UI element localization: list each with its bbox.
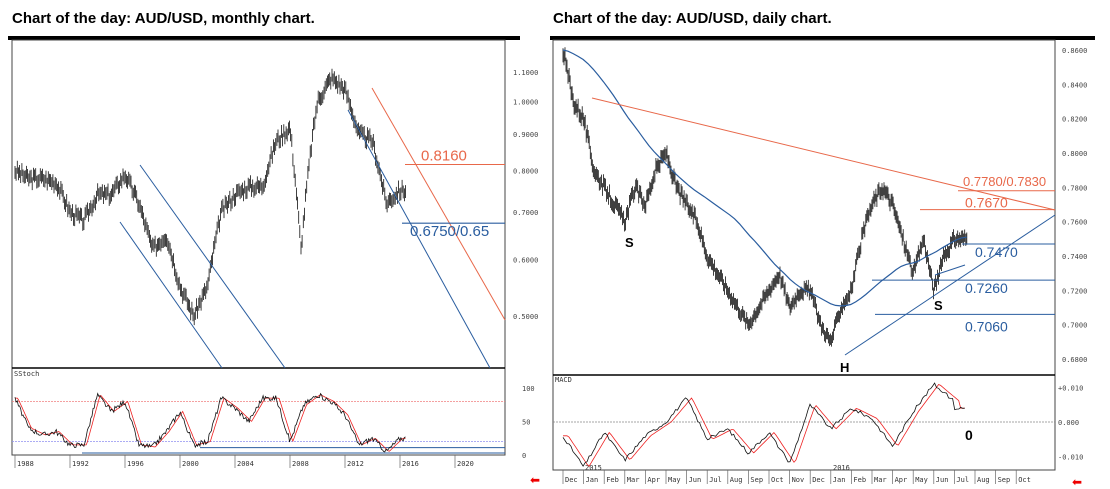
right-x-tick-label: Jul [709,476,722,484]
right-chart-title: Chart of the day: AUD/USD, daily chart. [553,10,832,27]
left-x-tick-label: 1996 [127,460,144,468]
left-y-tick-label: 0.9000 [513,131,538,139]
left-price-bars [14,68,406,326]
right-y-tick-label: 0.7600 [1062,219,1087,227]
right-x-tick-label: May [668,476,681,484]
macd-y-tick-label: 0.000 [1058,419,1079,427]
right-x-tick-label: Jun [936,476,949,484]
right-x-tick-label: Jan [586,476,599,484]
left-x-tick-label: 2004 [237,460,254,468]
year-label-2016: 2016 [833,464,850,472]
right-x-tick-label: Jul [956,476,969,484]
right-y-tick-label: 0.7200 [1062,287,1087,295]
left-y-tick-label: 0.8000 [513,168,538,176]
left-scroll-arrow-icon: ⬅ [530,473,540,487]
right-x-tick-label: Aug [730,476,743,484]
right-x-tick-label: Dec [812,476,825,484]
left-level-label-0675: 0.6750/0.65 [410,223,489,240]
right-level-label-0778: 0.7780/0.7830 [963,174,1046,189]
right-level-label-0726: 0.7260 [965,280,1008,296]
left-x-tick-label: 2020 [457,460,474,468]
right-price-bars [562,47,968,347]
right-y-tick-label: 0.8400 [1062,81,1087,89]
right-x-tick-label: Aug [977,476,990,484]
macd-label: MACD [555,376,572,384]
right-x-tick-label: Apr [895,476,908,484]
right-level-label-0747: 0.7470 [975,244,1018,260]
left-x-tick-label: 2016 [402,460,419,468]
right-x-tick-label: Sep [750,476,763,484]
right-x-tick-label: Mar [627,476,640,484]
right-y-tick-label: 0.7000 [1062,322,1087,330]
macd-zero-annotation: 0 [965,427,973,443]
right-level-label-0767: 0.7670 [965,195,1008,211]
right-y-tick-label: 0.8000 [1062,150,1087,158]
left-y-tick-label: 1.0000 [513,99,538,107]
right-downtrend-line [591,97,1056,211]
right-y-tick-label: 0.7800 [1062,184,1087,192]
right-x-tick-label: Jun [689,476,702,484]
right-uptrend-line [844,214,1056,356]
left-level-label-0816: 0.8160 [421,147,467,164]
left-y-tick-label: 0.5000 [513,313,538,321]
left-x-tick-label: 1992 [72,460,89,468]
year-label-2015: 2015 [585,464,602,472]
right-x-tick-label: Feb [606,476,619,484]
annotation-left-shoulder: S [625,235,634,250]
left-channel-line-lower [119,221,223,369]
right-x-tick-label: Nov [792,476,805,484]
right-neckline-segment [934,264,966,276]
right-x-tick-label: Apr [647,476,660,484]
stoch-k-line [14,392,406,453]
right-x-tick-label: Mar [874,476,887,484]
right-x-tick-label: Dec [565,476,578,484]
right-x-tick-label: Feb [853,476,866,484]
macd-line [562,382,965,467]
left-chart-title: Chart of the day: AUD/USD, monthly chart… [12,10,315,27]
stoch-y-tick-label: 0 [522,452,526,460]
left-y-tick-label: 0.6000 [513,257,538,265]
left-y-tick-label: 1.1000 [513,69,538,77]
left-x-tick-label: 2012 [347,460,364,468]
macd-signal-line [563,384,965,467]
right-y-tick-label: 0.7400 [1062,253,1087,261]
macd-y-tick-label: +0.010 [1058,385,1083,393]
right-plot-frame [552,39,1056,471]
right-x-tick-label: Oct [1018,476,1031,484]
right-x-tick-label: Sep [998,476,1011,484]
stoch-y-tick-label: 100 [522,385,535,393]
left-plot-frame [11,39,506,456]
right-x-tick-label: May [915,476,928,484]
right-moving-average [562,49,967,307]
left-downtrend-blue [347,109,491,369]
right-level-label-0706: 0.7060 [965,318,1008,334]
right-scroll-arrow-icon: ⬅ [1072,475,1082,489]
left-downtrend-red [371,87,506,321]
left-x-tick-label: 1988 [17,460,34,468]
right-y-tick-label: 0.6800 [1062,356,1087,364]
macd-y-tick-label: -0.010 [1058,454,1083,462]
left-y-tick-label: 0.7000 [513,209,538,217]
stoch-y-tick-label: 50 [522,419,530,427]
stoch-d-line [15,394,406,452]
left-x-tick-label: 2008 [292,460,309,468]
annotation-head: H [840,360,849,375]
right-x-tick-label: Oct [771,476,784,484]
right-y-tick-label: 0.8200 [1062,116,1087,124]
right-x-tick-label: Jan [833,476,846,484]
annotation-right-shoulder: S [934,298,943,313]
left-x-tick-label: 2000 [182,460,199,468]
left-channel-line-upper [139,164,286,369]
right-y-tick-label: 0.8600 [1062,47,1087,55]
stoch-label: SStoch [14,370,39,378]
